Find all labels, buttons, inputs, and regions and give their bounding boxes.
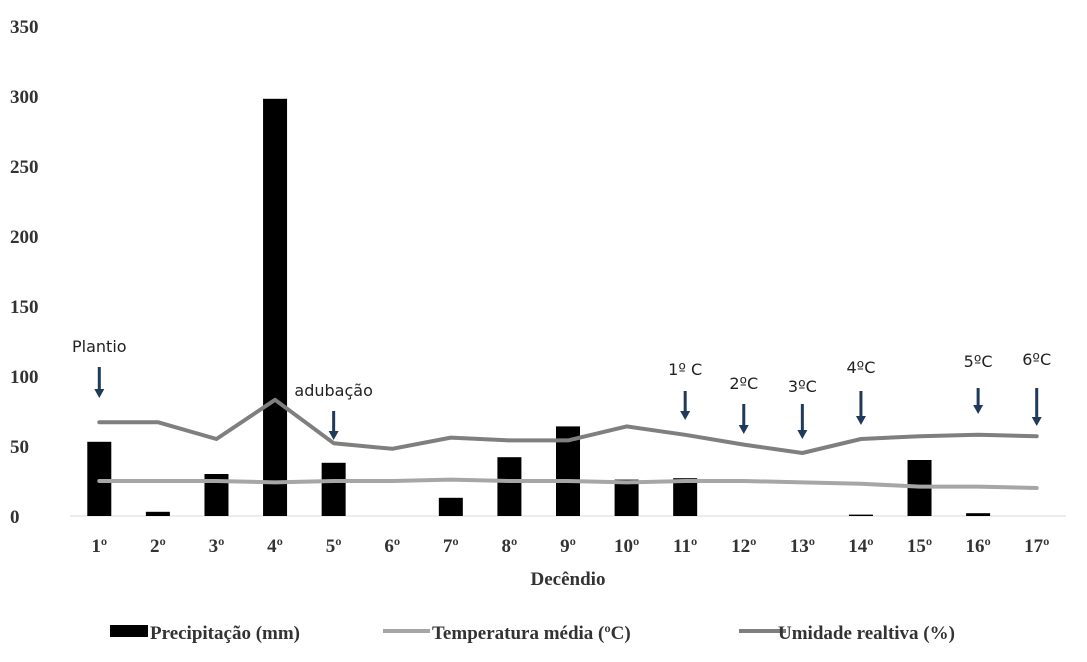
precipitation-bar [438, 497, 463, 516]
precipitation-bar [145, 511, 170, 516]
precipitation-bar [321, 462, 346, 516]
annotation-label: 1º C [668, 360, 702, 379]
y-tick-label: 350 [10, 17, 39, 38]
x-tick-label: 12º [731, 536, 756, 557]
legend-swatch-precipitation [110, 625, 148, 637]
annotation-label: 3ºC [788, 377, 817, 396]
annotation-label: 6ºC [1022, 350, 1051, 369]
x-tick-label: 17º [1024, 536, 1049, 557]
x-tick-label: 10º [614, 536, 639, 557]
x-tick-label: 5º [326, 536, 342, 557]
annotation-arrow-head [680, 411, 691, 420]
annotation-arrow-head [973, 405, 984, 414]
x-tick-label: 16º [965, 536, 990, 557]
precipitation-bar [87, 441, 112, 516]
precipitation-bars [87, 98, 991, 517]
series-lines [97, 397, 1039, 490]
precipitation-bar [966, 513, 991, 516]
x-axis-tick-labels: 1º 2º 3º 4º 5º 6º 7º 8º 9º 10º 11º 12º 13º 14º 15º 16º 1… [91, 536, 1049, 557]
x-tick-label: 4º [267, 536, 283, 557]
legend-label: Precipitação (mm) [150, 623, 300, 644]
y-axis-tick-labels: 0 50 100 150 200 250 300 350 [10, 17, 39, 528]
precipitation-bar [673, 478, 698, 516]
x-tick-label: 11º [673, 536, 697, 557]
legend: Precipitação (mm) Temperatura média (ºC) U… [110, 623, 955, 644]
annotation-arrow-head [855, 416, 866, 425]
y-tick-label: 50 [10, 437, 29, 458]
event-annotations: Plantio adubação 1º C 2ºC 3ºC 4ºC 5ºC 6ºC [72, 337, 1051, 440]
x-tick-label: 9º [560, 536, 576, 557]
y-tick-label: 200 [10, 227, 39, 248]
x-tick-label: 3º [209, 536, 225, 557]
x-tick-label: 1º [91, 536, 107, 557]
humidity-line [97, 397, 1039, 455]
legend-label: Umidade realtiva (%) [778, 623, 955, 644]
y-tick-label: 0 [10, 507, 20, 528]
annotation-label: 5ºC [964, 352, 993, 371]
y-tick-label: 100 [10, 367, 39, 388]
precipitation-bar [497, 457, 522, 516]
annotation-arrow-head [328, 431, 339, 440]
temperature-line [97, 477, 1039, 490]
x-tick-label: 15º [907, 536, 932, 557]
annotation-arrow-head [738, 425, 749, 434]
x-tick-label: 7º [443, 536, 459, 557]
annotation-arrow-head [94, 389, 105, 398]
x-axis-title: Decêndio [531, 569, 606, 590]
x-tick-label: 6º [384, 536, 400, 557]
annotation-arrow-head [1031, 417, 1042, 426]
annotation-arrow-head [797, 430, 808, 439]
y-tick-label: 150 [10, 297, 39, 318]
precipitation-bar [848, 514, 873, 516]
y-tick-label: 250 [10, 157, 39, 178]
y-tick-label: 300 [10, 87, 39, 108]
legend-label: Temperatura média (ºC) [432, 623, 631, 644]
x-tick-label: 2º [150, 536, 166, 557]
precipitation-bar [263, 98, 288, 517]
annotation-label: 2ºC [729, 374, 758, 393]
annotation-label: adubação [294, 381, 372, 400]
precipitation-bar [614, 479, 639, 516]
x-tick-label: 13º [790, 536, 815, 557]
x-tick-label: 14º [848, 536, 873, 557]
x-tick-label: 8º [502, 536, 518, 557]
annotation-label: Plantio [72, 337, 127, 356]
annotation-label: 4ºC [846, 358, 875, 377]
